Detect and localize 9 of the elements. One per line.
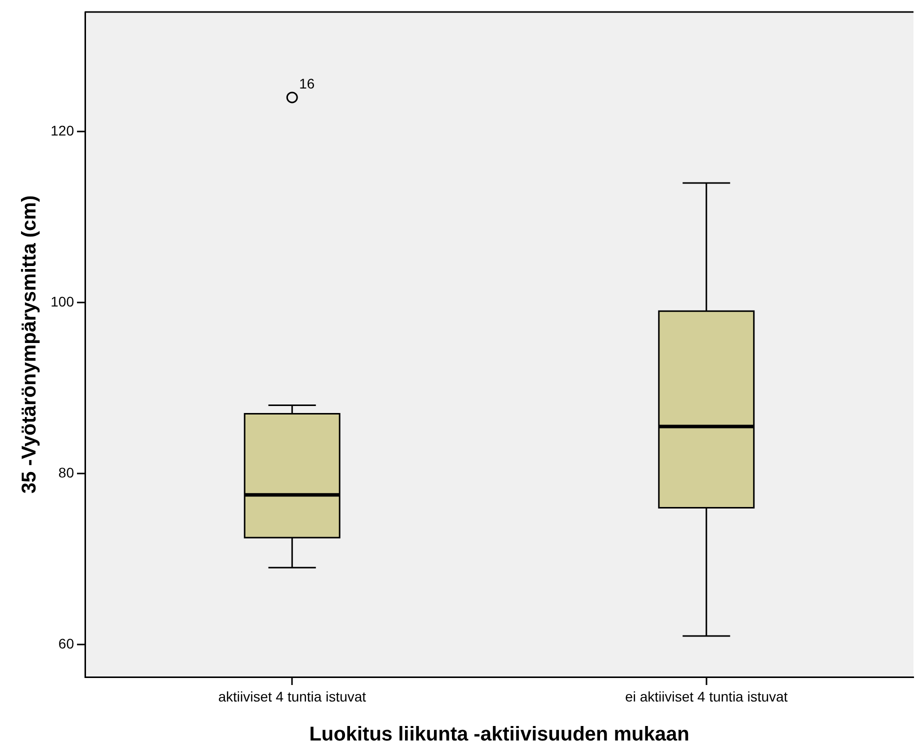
annotation: 16 [299, 75, 315, 92]
y-axis-title: 35 -Vyötärönympärysmitta (cm) [18, 195, 41, 494]
x-tick-label: ei aktiiviset 4 tuntia istuvat [625, 688, 788, 704]
x-tick-label: aktiiviset 4 tuntia istuvat [218, 688, 366, 704]
x-axis-title: Luokitus liikunta -aktiivisuuden mukaan [309, 724, 690, 746]
y-tick-label: 100 [50, 293, 74, 310]
y-tick-label: 120 [50, 122, 74, 139]
y-tick-label: 80 [58, 464, 74, 480]
y-tick-label: 60 [58, 635, 74, 652]
